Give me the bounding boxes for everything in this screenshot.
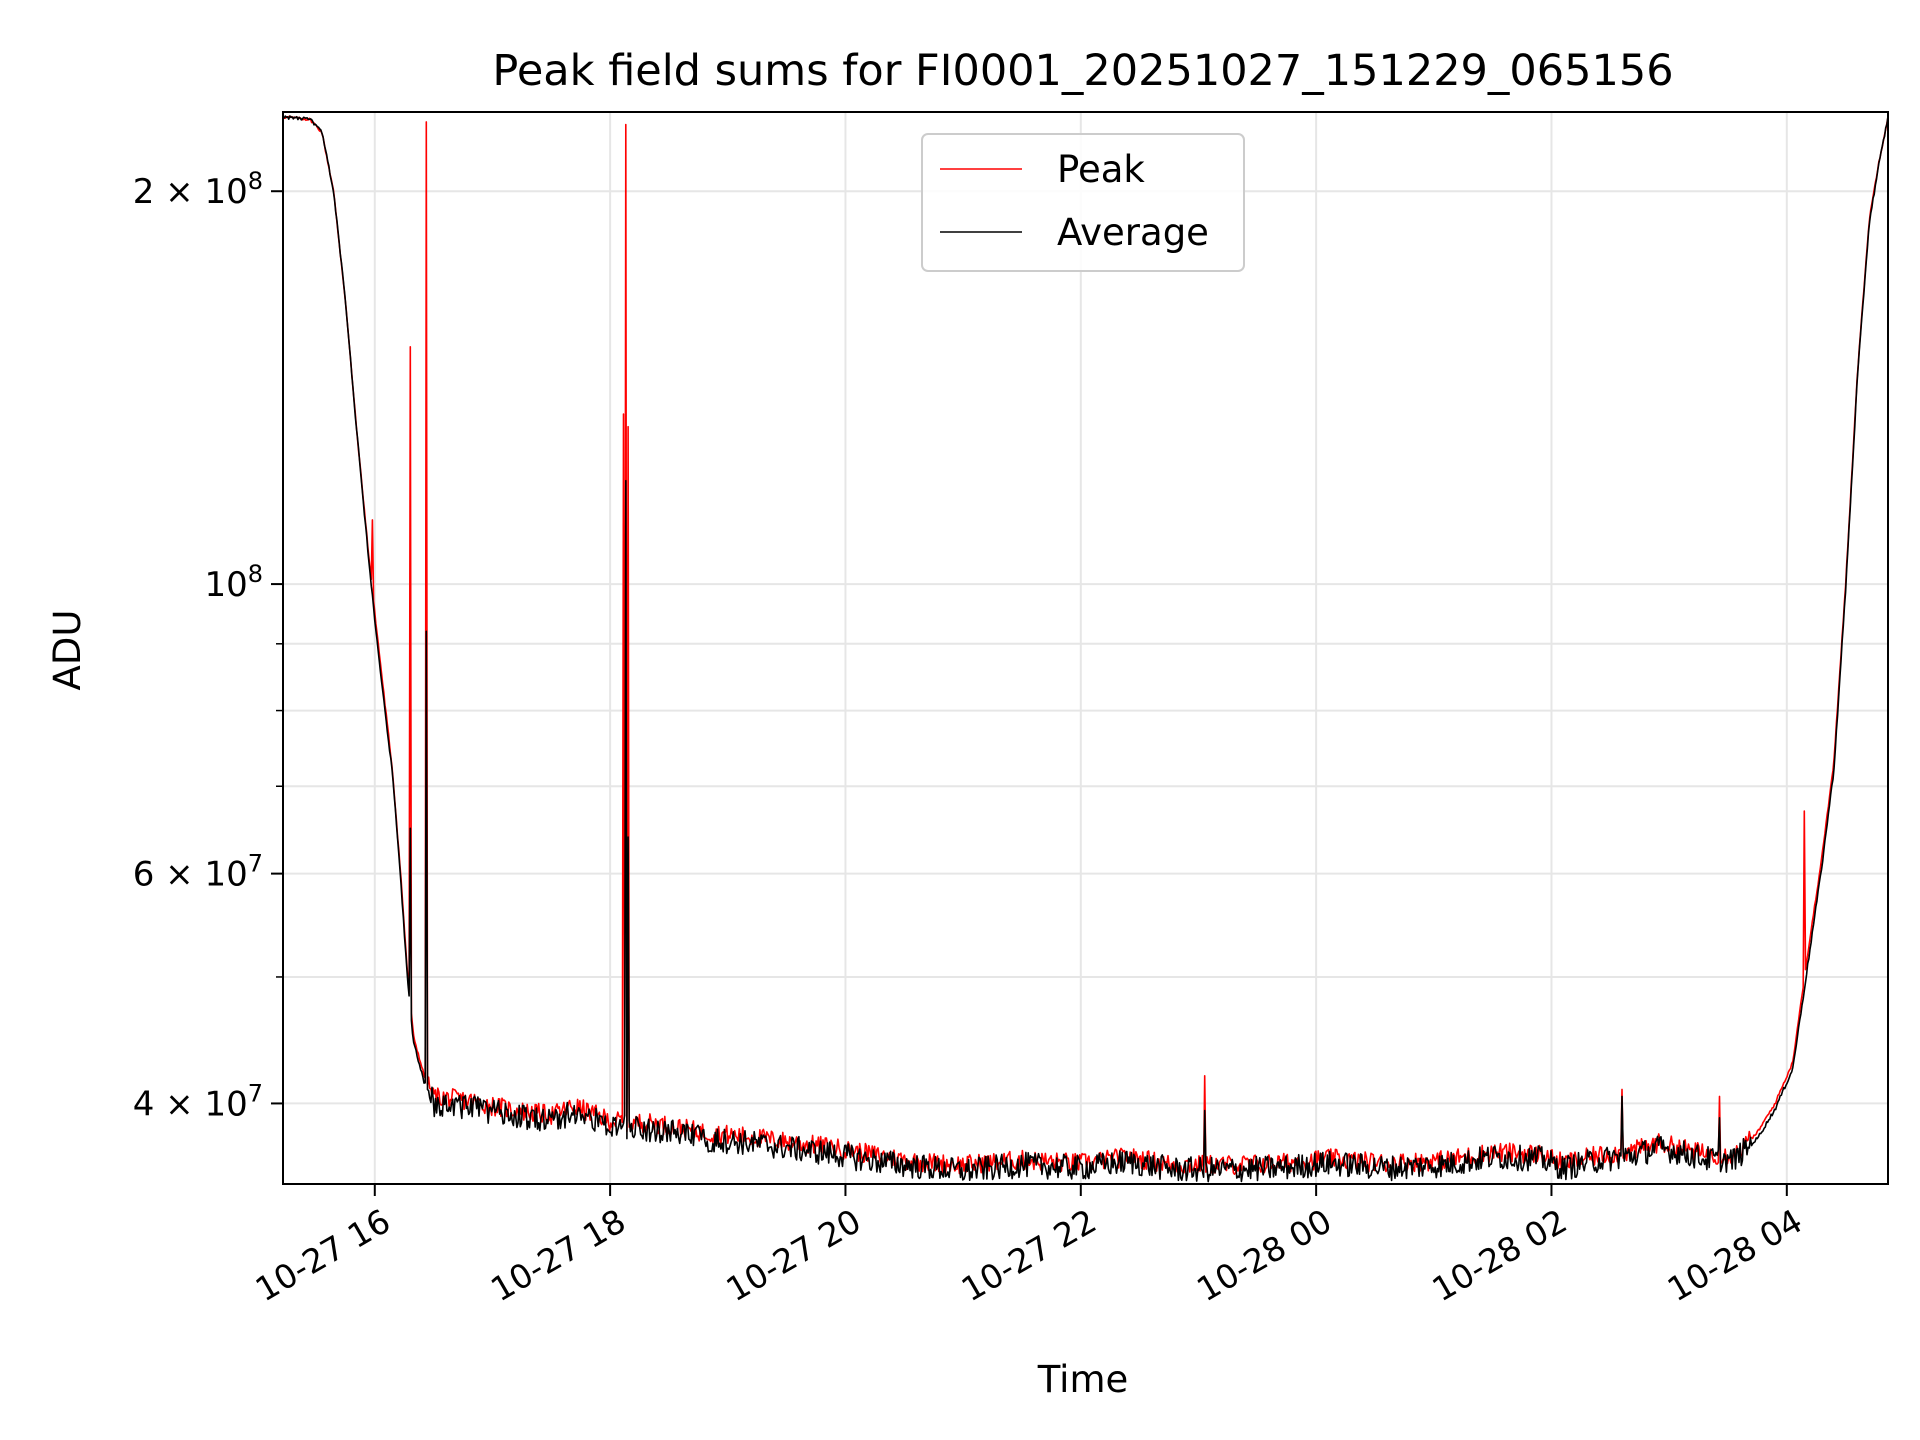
y-tick-label: 108 (204, 560, 263, 605)
y-tick-label: 6 × 107 (133, 850, 263, 895)
x-axis-label: Time (1037, 1358, 1129, 1401)
legend-label-peak: Peak (1057, 148, 1145, 191)
legend-label-average: Average (1057, 211, 1209, 254)
y-tick-label: 2 × 108 (133, 167, 263, 212)
plot-frame (282, 111, 1889, 1185)
chart-title: Peak field sums for FI0001_20251027_1512… (492, 46, 1673, 96)
legend: Peak Average (921, 133, 1245, 272)
series-line-average (282, 115, 1889, 1183)
y-tick-label: 4 × 107 (133, 1079, 263, 1124)
y-axis-label: ADU (46, 610, 89, 691)
series-lines (282, 115, 1889, 1183)
